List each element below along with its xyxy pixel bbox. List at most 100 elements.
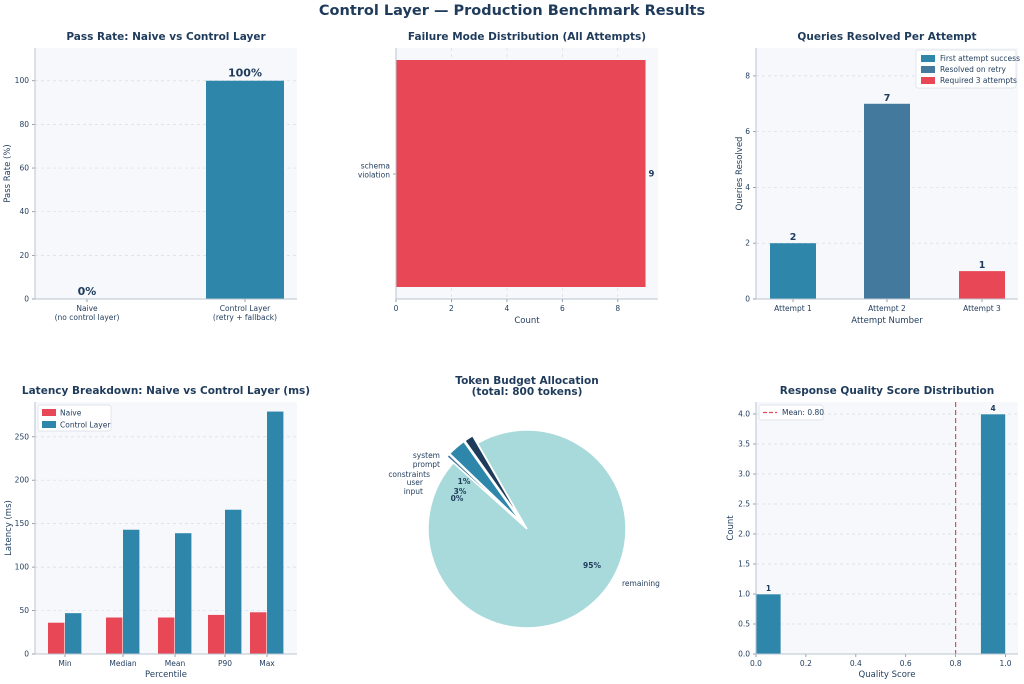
bar-data-label: 1 — [766, 584, 771, 593]
pie-label: system prompt — [413, 451, 440, 469]
y-tick-label: 20 — [19, 251, 29, 260]
bar-data-label: 9 — [649, 170, 655, 180]
y-tick-label: 60 — [19, 164, 29, 173]
bar-latency-control — [175, 533, 192, 654]
quality-score-chart: 0.0 0.5 1.0 1.5 2.0 2.5 3.0 3.5 4.0 0.0 0.2 0.4 0.6 0… — [726, 385, 1018, 680]
x-axis-label: Percentile — [145, 670, 187, 680]
y-tick-label: 0.0 — [738, 650, 750, 659]
x-tick-label: 1.0 — [1000, 659, 1012, 668]
legend-swatch — [42, 421, 56, 428]
legend-label: Naive — [60, 409, 82, 418]
legend-label: Mean: 0.80 — [782, 408, 824, 417]
y-tick-label: 2.5 — [738, 500, 750, 509]
y-tick-label: schema violation — [358, 162, 390, 180]
x-tick-label: Median — [109, 659, 137, 668]
histogram-bar — [755, 593, 782, 655]
y-tick-label: 3.5 — [738, 440, 750, 449]
bar-attempt — [959, 271, 1005, 299]
y-tick-label: 1.5 — [738, 560, 750, 569]
legend-box — [758, 404, 824, 421]
legend-swatch — [921, 55, 935, 62]
y-tick-label: 50 — [19, 606, 29, 615]
legend-box — [37, 404, 112, 432]
legend-label: Resolved on retry — [940, 65, 1007, 74]
x-tick-label: Control Layer (retry + fallback) — [213, 304, 277, 322]
y-tick-label: 0 — [745, 295, 750, 304]
bar-latency-control — [267, 411, 284, 654]
latency-breakdown-chart: 0 50 100 150 200 250 Min Median Mean P90 Max Naive C… — [4, 385, 310, 680]
x-tick-label: Mean — [165, 659, 186, 668]
x-tick-label: 8 — [615, 304, 620, 313]
bar-latency-control — [123, 529, 140, 654]
x-tick-label: 2 — [449, 304, 454, 313]
pie-slice — [463, 434, 523, 522]
bar-latency-control — [65, 613, 82, 654]
y-tick-label: 0 — [24, 650, 29, 659]
bar-failure-mode — [396, 60, 646, 287]
pass-rate-chart: 0 20 40 60 80 100 0% Naive (no control layer) 100… — [3, 31, 297, 322]
bar-latency-naive — [208, 614, 225, 654]
bar-latency-control — [225, 509, 242, 654]
bar-latency-naive — [158, 617, 175, 654]
chart-title: Response Quality Score Distribution — [780, 385, 995, 397]
x-tick-label: Min — [58, 659, 72, 668]
bar-pass-rate — [206, 80, 284, 299]
chart-title: Queries Resolved Per Attempt — [797, 31, 976, 43]
pie-slice — [427, 429, 627, 629]
y-tick-label: 250 — [15, 432, 30, 441]
pie-slice — [448, 440, 522, 523]
x-axis-label: Attempt Number — [851, 316, 923, 326]
bar-attempt — [770, 243, 816, 299]
y-tick-label: 1.0 — [738, 590, 750, 599]
x-tick-label: Max — [259, 659, 275, 668]
x-tick-label: Attempt 2 — [868, 304, 906, 313]
y-tick-label: 8 — [745, 71, 750, 80]
bar-data-label: 7 — [884, 93, 891, 104]
x-tick-label: Attempt 1 — [774, 304, 812, 313]
pie-pct-label: 95% — [583, 561, 601, 570]
chart-title: Failure Mode Distribution (All Attempts) — [408, 31, 646, 43]
legend-swatch — [42, 409, 56, 416]
legend-label: Required 3 attempts — [940, 76, 1017, 85]
x-tick-label: 6 — [560, 304, 565, 313]
legend-swatch — [921, 77, 935, 84]
bar-attempt — [864, 103, 910, 300]
x-tick-label: 0.0 — [750, 659, 762, 668]
x-axis-label: Count — [514, 316, 540, 326]
queries-resolved-chart: 0 2 4 6 8 2 Attempt 1 7 Attempt 2 1 Attempt 3 First… — [735, 31, 1020, 326]
legend-box — [915, 49, 1017, 89]
legend-label: Control Layer — [60, 421, 111, 430]
x-tick-label: Naive (no control layer) — [55, 304, 120, 322]
bar-data-label: 2 — [790, 232, 797, 243]
x-tick-label: 4 — [505, 304, 510, 313]
legend-swatch — [921, 66, 935, 73]
y-axis-label: Count — [726, 515, 736, 541]
chart-title: Token Budget Allocation (total: 800 token… — [455, 375, 598, 398]
pie-label: constraints — [388, 470, 430, 479]
x-tick-label: 0.2 — [800, 659, 812, 668]
legend-label: First attempt success — [940, 54, 1020, 63]
y-axis-label: Queries Resolved — [735, 137, 745, 211]
bar-data-label: 1 — [979, 260, 986, 271]
y-tick-label: 100 — [15, 563, 30, 572]
y-tick-label: 80 — [19, 120, 29, 129]
histogram-bar — [980, 413, 1006, 655]
y-tick-label: 3.0 — [738, 470, 750, 479]
chart-title: Latency Breakdown: Naive vs Control Laye… — [22, 385, 310, 397]
x-tick-label: 0.6 — [900, 659, 912, 668]
x-tick-label: 0 — [394, 304, 399, 313]
y-tick-label: 40 — [19, 207, 29, 216]
y-tick-label: 4 — [745, 183, 750, 192]
y-axis-label: Pass Rate (%) — [3, 144, 13, 202]
y-tick-label: 2.0 — [738, 530, 750, 539]
pie-pct-label: 3% — [454, 487, 467, 496]
y-tick-label: 200 — [15, 476, 30, 485]
chart-title: Pass Rate: Naive vs Control Layer — [66, 31, 266, 43]
y-tick-label: 4.0 — [738, 410, 750, 419]
x-tick-label: 0.8 — [950, 659, 962, 668]
bar-latency-naive — [250, 612, 267, 654]
y-axis-label: Latency (ms) — [4, 500, 14, 556]
x-tick-label: Attempt 3 — [963, 304, 1001, 313]
bar-latency-naive — [48, 622, 65, 654]
